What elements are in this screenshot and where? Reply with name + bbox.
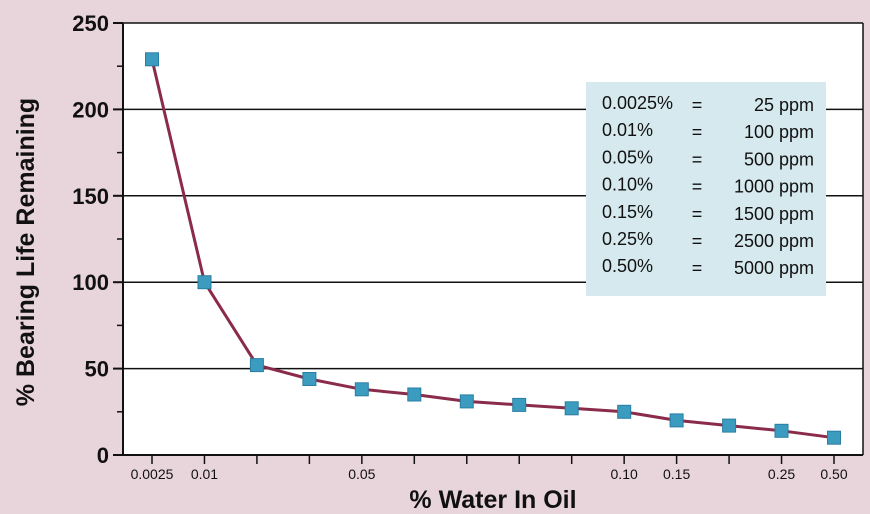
data-point	[354, 382, 369, 397]
legend: 0.0025% = 25 ppm 0.01% = 100 ppm 0.05% = 500 ppm…	[586, 82, 826, 296]
legend-ppm: 1500 ppm	[734, 204, 814, 224]
data-point	[722, 418, 737, 433]
x-tick-label: 0.50	[820, 466, 847, 482]
data-point	[407, 387, 422, 402]
x-axis-ticks	[151, 455, 835, 464]
y-tick-label: 50	[85, 357, 109, 382]
legend-equals: =	[692, 204, 703, 224]
y-tick-label: 150	[72, 184, 109, 209]
legend-box	[586, 82, 826, 296]
legend-equals: =	[692, 149, 703, 169]
series-line	[150, 58, 835, 440]
legend-equals: =	[692, 231, 703, 251]
legend-ppm: 100 ppm	[744, 122, 814, 142]
x-tick-label: 0.01	[191, 466, 218, 482]
legend-percent: 0.10%	[602, 175, 653, 195]
x-tick-label: 0.05	[348, 466, 375, 482]
data-point	[827, 430, 841, 445]
legend-ppm: 2500 ppm	[734, 231, 814, 251]
legend-percent: 0.0025%	[602, 93, 673, 113]
data-point	[774, 423, 789, 438]
legend-percent: 0.25%	[602, 229, 653, 249]
legend-equals: =	[692, 177, 703, 197]
y-tick-label: 0	[97, 443, 109, 468]
y-axis-labels: 0 50 100 150 200 250	[72, 11, 109, 468]
data-point	[617, 404, 632, 419]
legend-equals: =	[692, 95, 703, 115]
data-point	[249, 358, 264, 373]
y-tick-label: 100	[72, 270, 109, 295]
series-markers	[145, 52, 841, 445]
data-point	[669, 413, 684, 428]
data-point	[145, 52, 159, 67]
legend-percent: 0.15%	[602, 202, 653, 222]
legend-ppm: 500 ppm	[744, 149, 814, 169]
x-tick-label: 0.15	[663, 466, 690, 482]
y-tick-label: 250	[72, 11, 109, 36]
x-tick-label: 0.10	[611, 466, 638, 482]
x-tick-label: 0.0025	[131, 466, 174, 482]
legend-ppm: 1000 ppm	[734, 177, 814, 197]
y-axis-title: % Bearing Life Remaining	[12, 98, 40, 406]
data-point	[302, 372, 317, 386]
data-point	[564, 401, 579, 416]
legend-equals: =	[692, 122, 703, 142]
legend-percent: 0.50%	[602, 256, 653, 276]
legend-percent: 0.01%	[602, 120, 653, 140]
legend-ppm: 25 ppm	[754, 95, 814, 115]
data-point	[512, 397, 527, 412]
y-tick-label: 200	[72, 97, 109, 122]
legend-equals: =	[692, 258, 703, 278]
x-axis-labels: 0.0025 0.01 0.05 0.10 0.15 0.25 0.50	[131, 466, 848, 482]
legend-percent: 0.05%	[602, 147, 653, 167]
x-axis-title: % Water In Oil	[409, 486, 576, 514]
x-tick-label: 0.25	[768, 466, 795, 482]
legend-ppm: 5000 ppm	[734, 258, 814, 278]
data-point	[459, 394, 474, 409]
data-point	[197, 275, 212, 290]
